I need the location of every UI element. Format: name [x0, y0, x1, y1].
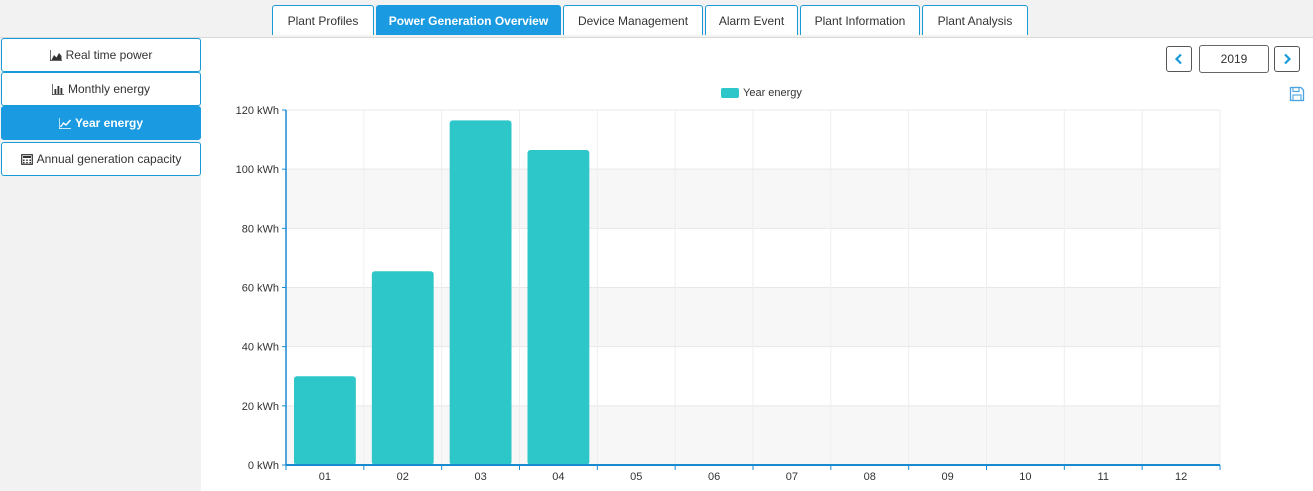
prev-year-button[interactable] — [1166, 46, 1192, 72]
x-tick-label: 02 — [397, 471, 409, 483]
area-chart-icon — [49, 49, 62, 61]
sidebar-item-year-energy[interactable]: Year energy — [1, 106, 201, 140]
sidebar-item-label: Monthly energy — [67, 82, 151, 96]
next-year-button[interactable] — [1274, 46, 1300, 72]
x-tick-label: 01 — [319, 471, 331, 483]
y-tick-label: 40 kWh — [242, 342, 279, 354]
year-energy-chart: 0 kWh 20 kWh 40 kWh 60 kWh 80 kWh 100 kWh 120 … — [236, 105, 1221, 483]
chevron-left-icon — [1174, 53, 1182, 65]
x-tick-label: 10 — [1019, 471, 1031, 483]
calculator-icon — [20, 153, 33, 165]
tab-plant-information[interactable]: Plant Information — [800, 5, 920, 35]
tab-plant-analysis[interactable]: Plant Analysis — [922, 5, 1028, 35]
sidebar-item-annual-generation-capacity[interactable]: Annual generation capacity — [1, 142, 201, 176]
bar-chart-icon — [51, 83, 64, 95]
chevron-right-icon — [1284, 53, 1292, 65]
bar-01 — [294, 376, 356, 465]
sidebar-item-label: Annual generation capacity — [36, 152, 182, 166]
bar-02 — [371, 271, 434, 465]
x-tick-label: 09 — [941, 471, 953, 483]
x-tick-label: 04 — [552, 471, 564, 483]
y-tick-label: 60 kWh — [242, 283, 279, 295]
main-panel: 0 kWh 20 kWh 40 kWh 60 kWh 80 kWh 100 kWh 120 … — [201, 38, 1313, 491]
y-tick-label: 120 kWh — [236, 105, 279, 117]
bar-03 — [449, 120, 512, 466]
line-chart-icon — [58, 117, 71, 129]
x-tick-label: 11 — [1098, 471, 1109, 483]
sidebar: Real time power Monthly energy Year ener… — [0, 38, 201, 491]
y-tick-label: 80 kWh — [242, 223, 279, 235]
sidebar-item-label: Year energy — [74, 116, 144, 130]
x-tick-label: 12 — [1175, 471, 1187, 483]
x-tick-label: 07 — [786, 471, 798, 483]
bar-04 — [527, 149, 590, 465]
sidebar-item-label: Real time power — [65, 48, 153, 62]
x-tick-label: 06 — [708, 471, 720, 483]
chart-legend[interactable]: Year energy — [721, 87, 802, 99]
x-tick-label: 08 — [864, 471, 876, 483]
top-tab-bar: Plant Profiles Power Generation Overview… — [0, 0, 1313, 38]
sidebar-item-real-time-power[interactable]: Real time power — [1, 38, 201, 72]
tab-device-management[interactable]: Device Management — [563, 5, 703, 35]
x-tick-label: 03 — [474, 471, 486, 483]
sidebar-item-monthly-energy[interactable]: Monthly energy — [1, 72, 201, 106]
y-tick-label: 0 kWh — [248, 460, 279, 472]
tab-power-generation-overview[interactable]: Power Generation Overview — [376, 5, 561, 35]
save-as-image-icon[interactable] — [1289, 86, 1305, 102]
legend-label: Year energy — [743, 87, 802, 99]
x-tick-label: 05 — [630, 471, 642, 483]
year-display[interactable]: 2019 — [1199, 45, 1269, 73]
tab-plant-profiles[interactable]: Plant Profiles — [272, 5, 374, 35]
y-tick-label: 100 kWh — [236, 164, 279, 176]
tab-alarm-event[interactable]: Alarm Event — [705, 5, 798, 35]
y-tick-label: 20 kWh — [242, 401, 279, 413]
legend-swatch — [721, 88, 739, 98]
